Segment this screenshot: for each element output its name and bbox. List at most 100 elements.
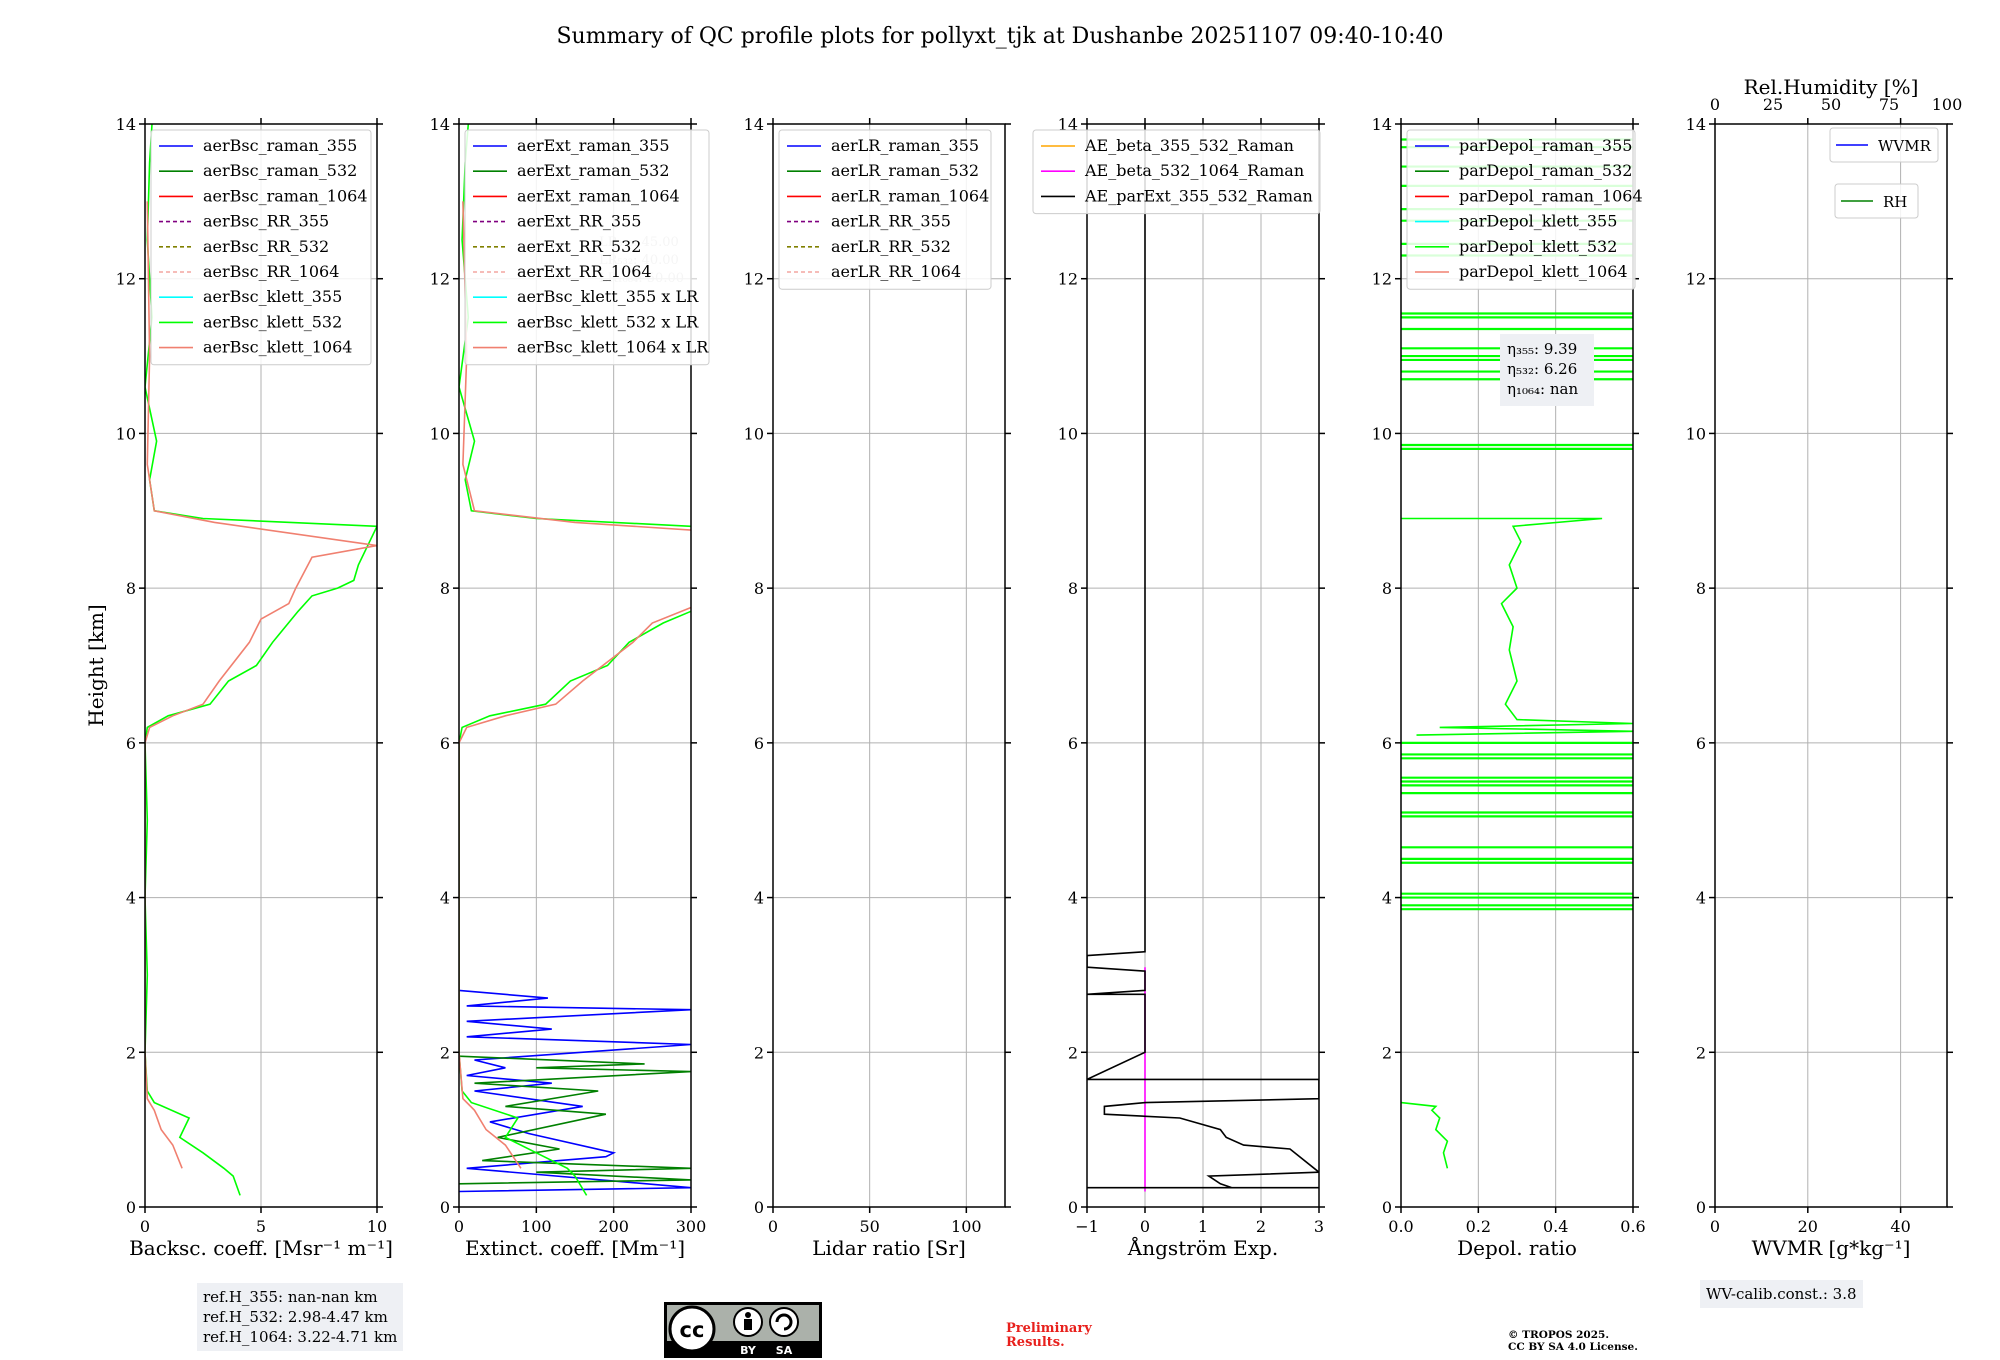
axes-frame — [1714, 123, 1948, 1208]
legend-box — [1406, 129, 1636, 290]
series-group-bsc — [145, 124, 377, 1196]
y-tick-label: 14 — [116, 115, 136, 134]
x-tick-label: 20 — [1798, 1217, 1818, 1236]
x-tick-label: 0.4 — [1543, 1217, 1568, 1236]
y-tick-label: 14 — [1686, 115, 1706, 134]
legend-label: AE_beta_355_532_Raman — [1084, 136, 1294, 155]
legend-box — [1829, 127, 1939, 163]
legend-label: parDepol_klett_532 — [1459, 237, 1617, 256]
x-tick-label: 50 — [859, 1217, 879, 1236]
legend-label: aerLR_raman_355 — [831, 136, 979, 155]
cc-license-badge: cc BY SA — [664, 1302, 822, 1358]
preliminary-line-1: Preliminary — [1006, 1321, 1092, 1336]
reference-heights-box: ref.H_355: nan-nan km ref.H_532: 2.98-4.… — [197, 1283, 404, 1351]
legend-label: aerBsc_klett_1064 — [203, 338, 352, 357]
y-tick-label: 8 — [440, 579, 450, 598]
copyright-note: © TROPOS 2025. CC BY SA 4.0 License. — [1508, 1329, 1638, 1353]
y-tick-label: 6 — [126, 734, 136, 753]
ref-height-1064: ref.H_1064: 3.22-4.71 km — [203, 1328, 398, 1346]
ref-height-355: ref.H_355: nan-nan km — [203, 1288, 378, 1306]
legend-label: aerBsc_raman_355 — [203, 136, 357, 155]
sa-share-icon — [769, 1307, 799, 1337]
cc-logo-icon — [668, 1305, 716, 1353]
legend-label: AE_parExt_355_532_Raman — [1084, 186, 1313, 205]
series-line-pardepol-klett-532-mid- — [1401, 517, 1633, 736]
y-tick-label: 4 — [1696, 889, 1706, 908]
legend-label: AE_beta_532_1064_Raman — [1084, 161, 1304, 180]
series-line-aerbsc-klett-532-x-lr — [459, 610, 691, 1196]
top-x-tick-label: 50 — [1821, 95, 1841, 114]
y-tick-label: 8 — [1696, 579, 1706, 598]
y-tick-label: 4 — [126, 889, 136, 908]
legend-ext: aerExt_raman_355 aerExt_raman_532 aerExt_r… — [464, 129, 710, 366]
legend-label: aerBsc_klett_355 — [203, 287, 342, 306]
by-label: BY — [740, 1344, 757, 1357]
y-tick-label: 8 — [1068, 579, 1078, 598]
legend-label: aerLR_raman_1064 — [831, 186, 989, 205]
sa-arrow-icon — [775, 1313, 793, 1331]
legend-label: aerBsc_klett_532 x LR — [517, 312, 699, 331]
series-line-aerbsc-klett-532 — [145, 124, 377, 1196]
y-tick-label: 0 — [1696, 1198, 1706, 1217]
series-group-ae — [1087, 124, 1319, 1192]
panel-ext: 0 100 200 300 0 2 4 6 8 10 12 14 Extinct. coeff. [Mm… — [430, 115, 710, 1260]
y-tick-label: 2 — [440, 1043, 450, 1062]
top-x-tick-label: 100 — [1932, 95, 1963, 114]
x-tick-label: 300 — [676, 1217, 707, 1236]
y-tick-label: 0 — [440, 1198, 450, 1217]
legend-label: aerExt_RR_355 — [517, 212, 641, 231]
x-tick-label: 100 — [521, 1217, 552, 1236]
y-tick-label: 14 — [430, 115, 450, 134]
y-tick-label: 10 — [744, 424, 764, 443]
top-x-tick-label: 0 — [1710, 95, 1720, 114]
y-tick-label: 12 — [1686, 270, 1706, 289]
preliminary-line-2: Results. — [1006, 1335, 1065, 1350]
wv-calibration-text: WV-calib.const.: 3.8 — [1706, 1285, 1857, 1303]
legend-ae: AE_beta_355_532_Raman AE_beta_532_1064_Ra… — [1032, 129, 1321, 215]
y-tick-label: 4 — [1068, 889, 1078, 908]
legend-label-wvmr: WVMR — [1878, 137, 1932, 155]
wv-calibration-box: WV-calib.const.: 3.8 — [1700, 1280, 1863, 1308]
y-tick-label: 4 — [754, 889, 764, 908]
legend-label: parDepol_raman_1064 — [1459, 186, 1643, 205]
legend-label: aerExt_raman_1064 — [517, 186, 680, 205]
top-x-tick-label: 75 — [1879, 95, 1899, 114]
legend-label: aerBsc_RR_532 — [203, 237, 329, 256]
y-tick-label: 6 — [440, 734, 450, 753]
legend-label: aerBsc_klett_1064 x LR — [517, 338, 709, 357]
series-line-aerbsc-klett-1064-x-lr — [459, 606, 691, 1169]
legend-label: parDepol_raman_355 — [1459, 136, 1632, 155]
x-tick-label: 3 — [1314, 1217, 1324, 1236]
legend-box — [150, 129, 372, 366]
y-tick-label: 6 — [1382, 734, 1392, 753]
legend-label: aerBsc_RR_1064 — [203, 262, 339, 281]
series-line-aerext-raman-532 — [459, 1055, 691, 1185]
y-tick-label: 12 — [1372, 270, 1392, 289]
eta-annotation: η₃₅₅: 9.39 η₅₃₂: 6.26 η₁₀₆₄: nan — [1500, 334, 1594, 406]
x-tick-label: 0 — [140, 1217, 150, 1236]
x-tick-label: 10 — [367, 1217, 387, 1236]
x-axis-label: Backsc. coeff. [Msr⁻¹ m⁻¹] — [129, 1236, 393, 1260]
preliminary-note: Preliminary Results. — [1006, 1322, 1092, 1350]
x-tick-label: 0.0 — [1388, 1217, 1413, 1236]
y-tick-label: 6 — [754, 734, 764, 753]
legend-box — [464, 129, 710, 366]
copyright-line-1: © TROPOS 2025. — [1508, 1329, 1610, 1341]
y-axis-label: Height [km] — [84, 604, 108, 726]
x-tick-label: 1 — [1198, 1217, 1208, 1236]
eta-label: η₁₀₆₄: nan — [1507, 380, 1578, 398]
by-person-head — [745, 1312, 751, 1318]
y-tick-label: 14 — [1372, 115, 1392, 134]
copyright-line-2: CC BY SA 4.0 License. — [1508, 1341, 1638, 1353]
top-x-axis-label: Rel.Humidity [%] — [1744, 75, 1919, 99]
legend-label: parDepol_klett_1064 — [1459, 262, 1628, 281]
series-line-ae-parext-355-532-raman — [1087, 124, 1319, 1189]
y-tick-label: 12 — [116, 270, 136, 289]
sa-label: SA — [776, 1344, 793, 1357]
y-tick-label: 0 — [754, 1198, 764, 1217]
y-tick-label: 0 — [126, 1198, 136, 1217]
legend-label-rh: RH — [1883, 193, 1907, 211]
x-tick-label: 0.2 — [1466, 1217, 1491, 1236]
